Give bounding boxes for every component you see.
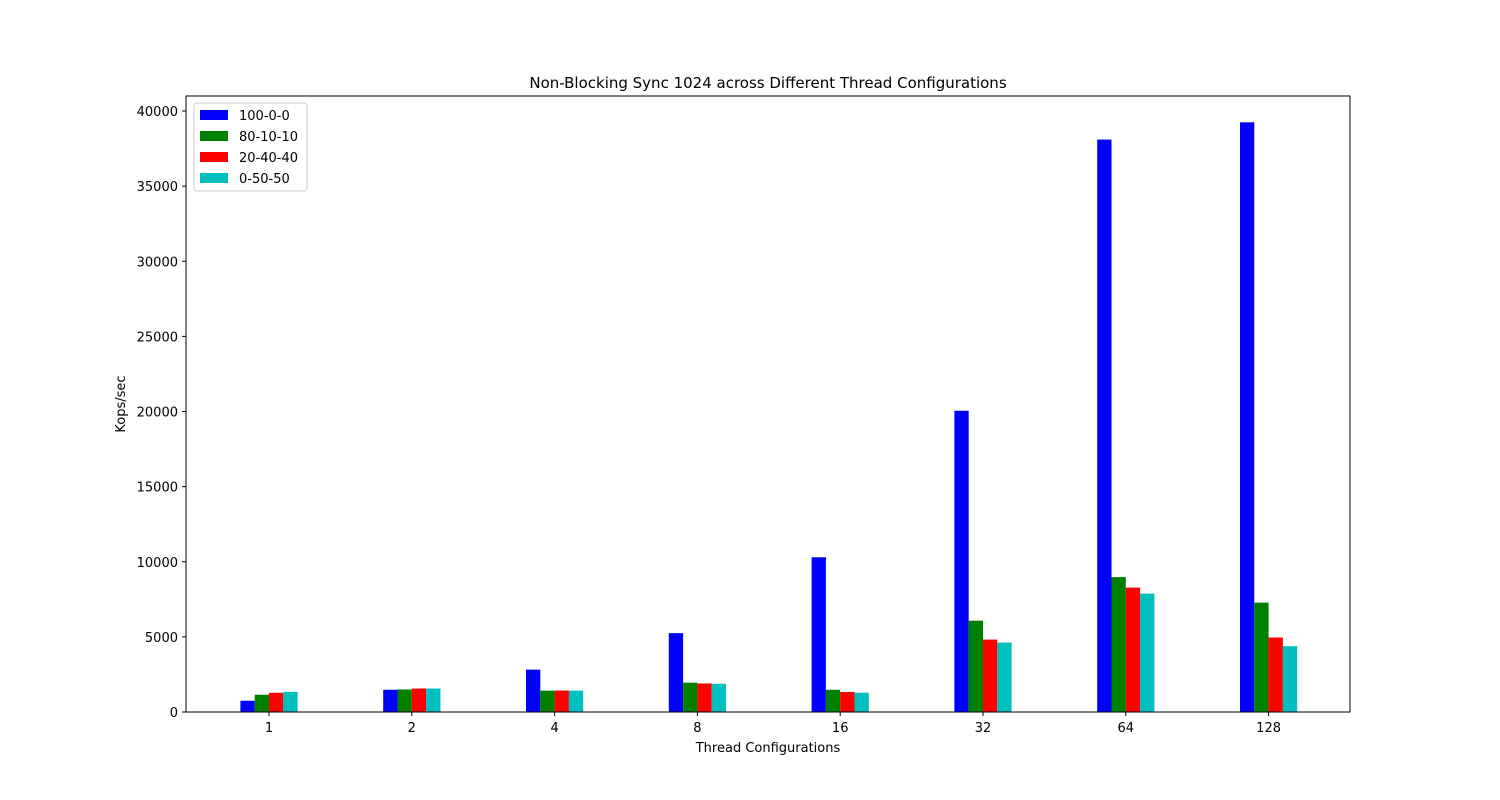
bar-1-100-0-0 bbox=[240, 700, 255, 712]
bar-2-100-0-0 bbox=[383, 689, 398, 712]
y-tick-label: 10000 bbox=[137, 556, 178, 571]
bar-8-0-50-50 bbox=[711, 683, 726, 712]
legend-label-100-0-0: 100-0-0 bbox=[239, 109, 290, 124]
legend-swatch-80-10-10 bbox=[200, 131, 228, 141]
legend-swatch-20-40-40 bbox=[200, 152, 228, 162]
bar-1-80-10-10 bbox=[254, 694, 269, 712]
y-tick-label: 15000 bbox=[137, 481, 178, 496]
x-axis: 1 2 4 8 16 32 64 128 bbox=[265, 712, 1281, 736]
bar-128-100-0-0 bbox=[1240, 122, 1255, 713]
y-axis: 0 5000 10000 15000 20000 25000 30000 35000 40000 bbox=[137, 105, 186, 721]
bar-16-100-0-0 bbox=[811, 557, 826, 712]
legend-swatch-100-0-0 bbox=[200, 110, 228, 120]
bar-2-80-10-10 bbox=[397, 689, 412, 712]
bar-128-80-10-10 bbox=[1254, 602, 1269, 712]
bar-8-100-0-0 bbox=[668, 633, 684, 712]
bar-16-20-40-40 bbox=[840, 692, 855, 712]
x-tick-label: 32 bbox=[975, 721, 992, 736]
bar-16-80-10-10 bbox=[825, 689, 841, 712]
legend-swatch-0-50-50 bbox=[200, 173, 228, 183]
chart-title: Non-Blocking Sync 1024 across Different … bbox=[529, 74, 1006, 92]
x-tick-label: 128 bbox=[1256, 721, 1281, 736]
y-tick-label: 0 bbox=[170, 706, 178, 721]
bar-8-20-40-40 bbox=[697, 683, 712, 712]
x-tick-label: 1 bbox=[265, 721, 273, 736]
y-tick-label: 25000 bbox=[137, 330, 178, 345]
bar-1-0-50-50 bbox=[283, 691, 298, 712]
bar-4-20-40-40 bbox=[554, 690, 569, 712]
x-tick-label: 64 bbox=[1118, 721, 1135, 736]
legend-label-80-10-10: 80-10-10 bbox=[239, 130, 298, 145]
y-tick-label: 35000 bbox=[137, 180, 178, 195]
legend-box bbox=[193, 102, 308, 192]
bar-8-80-10-10 bbox=[683, 682, 698, 712]
x-tick-label: 8 bbox=[693, 721, 701, 736]
x-axis-label: Thread Configurations bbox=[695, 741, 841, 756]
legend-label-0-50-50: 0-50-50 bbox=[239, 172, 290, 187]
bar-4-80-10-10 bbox=[540, 690, 555, 712]
bar-32-20-40-40 bbox=[983, 639, 998, 712]
bar-128-0-50-50 bbox=[1282, 646, 1298, 712]
bar-64-100-0-0 bbox=[1097, 139, 1112, 712]
bar-32-100-0-0 bbox=[954, 410, 969, 712]
bar-4-0-50-50 bbox=[568, 690, 584, 712]
bar-2-20-40-40 bbox=[411, 688, 427, 712]
bars-layer bbox=[240, 122, 1298, 713]
bar-64-20-40-40 bbox=[1125, 587, 1141, 712]
bar-4-100-0-0 bbox=[526, 669, 541, 712]
bar-128-20-40-40 bbox=[1268, 637, 1283, 712]
x-tick-label: 4 bbox=[550, 721, 558, 736]
bar-64-80-10-10 bbox=[1111, 577, 1126, 712]
bar-1-20-40-40 bbox=[269, 692, 284, 712]
y-tick-label: 20000 bbox=[137, 406, 178, 421]
bar-32-0-50-50 bbox=[997, 642, 1012, 712]
legend-label-20-40-40: 20-40-40 bbox=[239, 151, 298, 166]
y-axis-label: Kops/sec bbox=[114, 375, 129, 432]
y-tick-label: 40000 bbox=[137, 105, 178, 120]
x-tick-label: 2 bbox=[408, 721, 416, 736]
legend: 100-0-0 80-10-10 20-40-40 0-50-50 bbox=[193, 102, 308, 192]
plot-frame bbox=[185, 95, 1351, 713]
bar-2-0-50-50 bbox=[426, 688, 441, 712]
bar-64-0-50-50 bbox=[1140, 593, 1155, 712]
y-tick-label: 30000 bbox=[137, 255, 178, 270]
bar-16-0-50-50 bbox=[854, 692, 869, 712]
y-tick-label: 5000 bbox=[145, 631, 178, 646]
bar-32-80-10-10 bbox=[968, 620, 983, 712]
x-tick-label: 16 bbox=[832, 721, 849, 736]
